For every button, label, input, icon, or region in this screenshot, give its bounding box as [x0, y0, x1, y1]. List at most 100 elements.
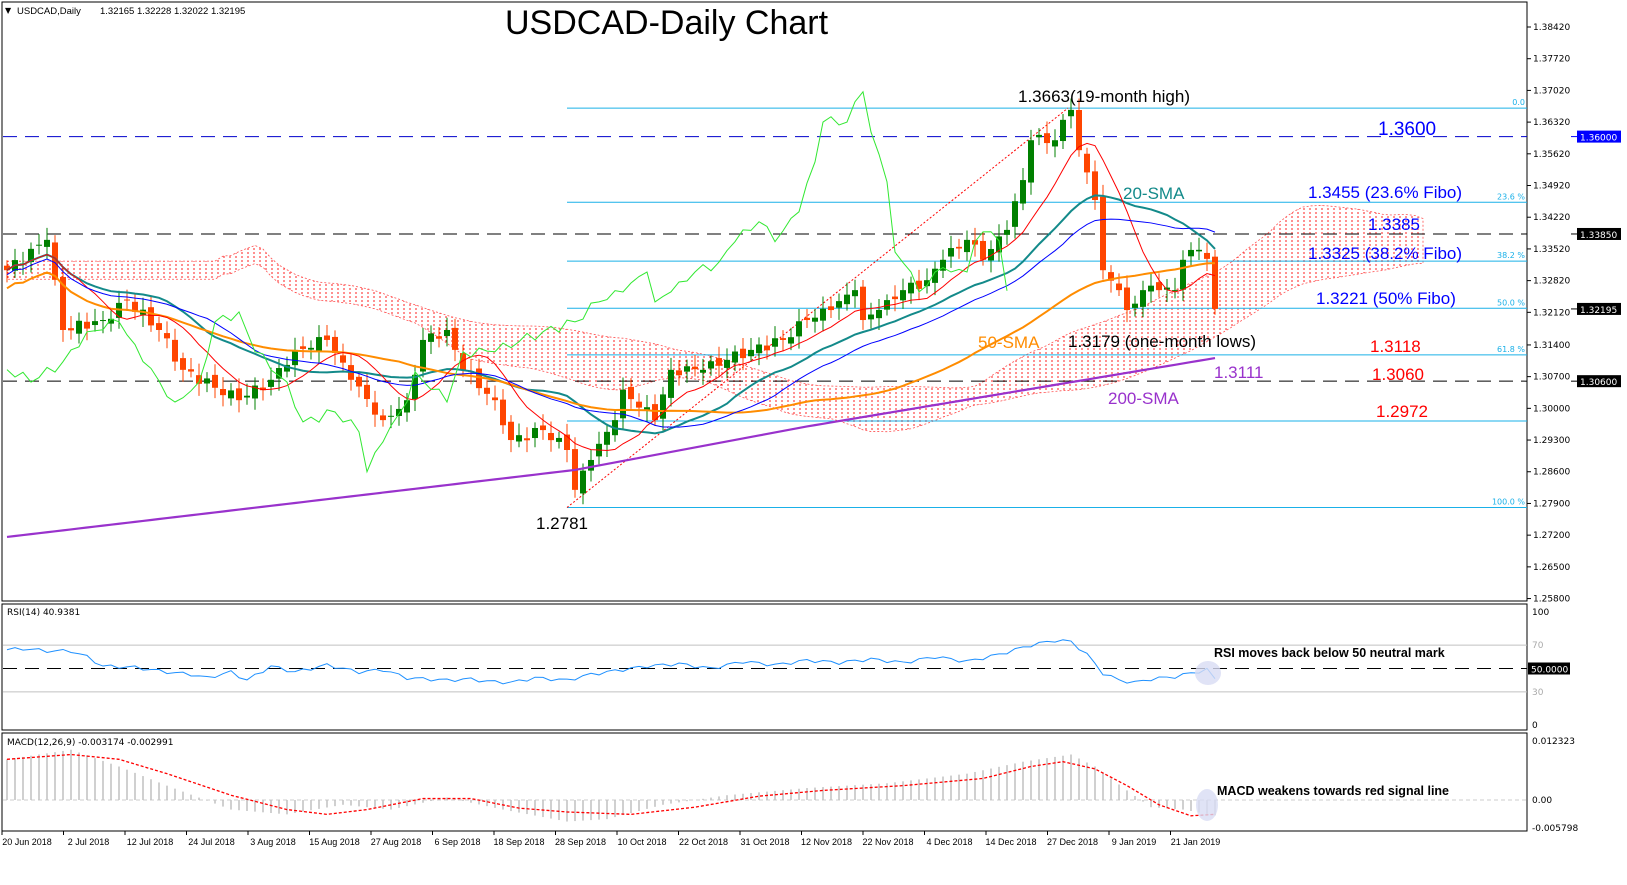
candle-body	[332, 336, 338, 353]
candle	[1188, 242, 1194, 267]
x-tick-label: 9 Jan 2019	[1112, 837, 1157, 847]
candle-body	[420, 339, 426, 372]
candle-body	[500, 399, 506, 426]
rsi-badge	[1528, 662, 1570, 675]
x-tick-label: 3 Aug 2018	[250, 837, 296, 847]
macd-highlight	[1196, 789, 1218, 821]
candle-body	[716, 358, 722, 366]
chikou-line	[6, 90, 1008, 474]
candle	[908, 276, 914, 304]
candle	[1052, 129, 1058, 158]
macd-tick-label: 0.00	[1532, 796, 1552, 806]
candle	[244, 383, 250, 405]
candle	[132, 294, 138, 320]
candle-body	[1068, 109, 1074, 117]
candle-body	[532, 427, 538, 439]
candle	[804, 308, 810, 328]
candle-body	[788, 337, 794, 344]
y-tick-label: 1.35620	[1533, 150, 1570, 160]
candle	[452, 318, 458, 362]
candle-body	[932, 268, 938, 283]
price-badge-label: 1.32195	[1580, 306, 1617, 316]
candle-body	[452, 327, 458, 350]
candle-body	[1148, 285, 1154, 292]
candle-body	[404, 400, 410, 413]
fibo-trendline	[566, 107, 1069, 508]
y-tick-label: 1.27200	[1533, 531, 1570, 541]
candle-body	[36, 244, 42, 246]
candle-body	[164, 333, 170, 339]
candle-body	[764, 345, 770, 351]
y-tick-label: 1.32120	[1533, 308, 1570, 318]
rsi-tick-label: 30	[1532, 688, 1544, 698]
x-tick-label: 12 Nov 2018	[801, 837, 852, 847]
candle	[356, 371, 362, 398]
candle	[156, 316, 162, 342]
candle-body	[740, 348, 746, 359]
candle-body	[948, 248, 954, 257]
candle	[92, 308, 98, 332]
candle-body	[940, 259, 946, 271]
x-tick-label: 28 Sep 2018	[555, 837, 606, 847]
candle	[564, 423, 570, 463]
candle-body	[1172, 290, 1178, 292]
candle-body	[524, 438, 530, 441]
sma50-line	[6, 262, 1216, 414]
candle-body	[756, 344, 762, 354]
candle	[556, 431, 562, 449]
kijun-line	[6, 218, 1216, 428]
candle	[1196, 237, 1202, 261]
candle	[844, 282, 850, 311]
candle	[204, 372, 210, 393]
fibo-label: 0.0	[1512, 98, 1525, 107]
candle	[956, 238, 962, 259]
candle-body	[68, 328, 74, 331]
fibo-label: 23.6 %	[1497, 192, 1525, 201]
candle-body	[1164, 287, 1170, 290]
candle	[316, 325, 322, 363]
candle	[172, 328, 178, 371]
candle	[964, 230, 970, 261]
annotation-label: 20-SMA	[1123, 184, 1185, 203]
candle	[308, 340, 314, 360]
candle	[676, 359, 682, 386]
candle	[1028, 129, 1034, 195]
candle	[60, 267, 66, 342]
candle-body	[428, 333, 434, 342]
candle-body	[844, 294, 850, 305]
macd-signal-line	[6, 753, 1216, 817]
candle	[836, 293, 842, 320]
candle	[228, 383, 234, 406]
candle	[28, 242, 34, 273]
candle	[612, 410, 618, 442]
candle	[324, 324, 330, 347]
candle	[428, 325, 434, 354]
candle-body	[836, 301, 842, 308]
candle-body	[828, 306, 834, 311]
candle-body	[692, 366, 698, 370]
symbol-label: USDCAD,Daily	[17, 6, 81, 17]
rsi-line	[6, 639, 1216, 685]
annotation-label: 1.3118	[1370, 337, 1421, 356]
price-badge-label: 1.36000	[1580, 134, 1617, 144]
symbol-dropdown-icon[interactable]: ▼	[5, 6, 12, 15]
candle-body	[964, 239, 970, 253]
candle	[620, 377, 626, 430]
x-tick-label: 27 Aug 2018	[371, 837, 422, 847]
candle	[108, 310, 114, 332]
candle-body	[548, 432, 554, 441]
candle	[916, 269, 922, 301]
candle	[876, 298, 882, 331]
candle-body	[1060, 119, 1066, 142]
candle-body	[772, 338, 778, 347]
candle-body	[284, 364, 290, 372]
candle-body	[1084, 153, 1090, 173]
candle-body	[516, 435, 522, 442]
fibo-label: 61.8 %	[1497, 345, 1525, 354]
candle	[868, 302, 874, 329]
candle	[828, 296, 834, 319]
candle	[932, 261, 938, 296]
candle-body	[1116, 283, 1122, 291]
candle	[212, 364, 218, 399]
